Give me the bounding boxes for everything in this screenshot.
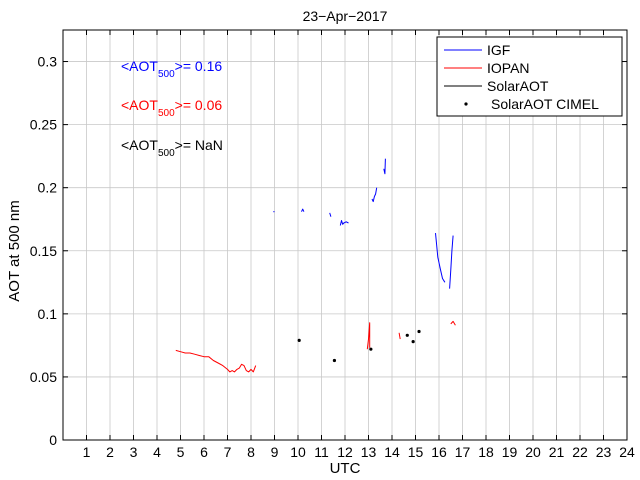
x-tick-label: 13 — [361, 444, 377, 460]
series-igf-line — [301, 208, 305, 212]
series-iopan-line — [450, 320, 456, 326]
ticks: 1 2 3 4 5 6 7 8 9 10 11 12 13 14 15 16 17 18 19 20 21 22 23 240… — [30, 30, 635, 460]
x-tick-label: 18 — [478, 444, 494, 460]
series-igf-line — [371, 187, 378, 203]
x-tick-label: 8 — [247, 444, 255, 460]
annotation-mean-aot: <AOT500>= 0.16 — [121, 58, 222, 80]
series-solaraot-cimel-point — [417, 329, 421, 334]
series-solaraot-cimel-point — [411, 340, 415, 344]
x-tick-label: 15 — [408, 444, 424, 460]
series-igf-line — [435, 233, 446, 283]
series-igf-line — [339, 220, 349, 226]
x-tick-label: 12 — [337, 444, 353, 460]
series-igf-line — [383, 158, 386, 175]
y-tick-label: 0.15 — [30, 243, 57, 259]
y-tick-label: 0.1 — [38, 306, 58, 322]
x-tick-label: 14 — [384, 444, 400, 460]
legend-label-iopan: IOPAN — [487, 60, 530, 76]
x-tick-label: 5 — [177, 444, 185, 460]
series-solaraot-cimel-point — [297, 338, 301, 342]
x-tick-label: 3 — [130, 444, 138, 460]
x-tick-label: 22 — [572, 444, 588, 460]
legend-label-igf: IGF — [487, 42, 510, 58]
x-tick-label: 20 — [525, 444, 541, 460]
chart-title: 23−Apr−2017 — [303, 8, 388, 24]
x-tick-label: 19 — [502, 444, 518, 460]
annotation-mean-aot: <AOT500>= NaN — [121, 137, 223, 159]
x-tick-label: 21 — [549, 444, 565, 460]
y-tick-label: 0.2 — [38, 180, 58, 196]
series-solaraot-cimel-point — [405, 333, 409, 337]
x-tick-label: 1 — [83, 444, 91, 460]
series-iopan-line — [175, 349, 257, 373]
series-iopan-line — [398, 332, 401, 340]
x-tick-label: 7 — [224, 444, 232, 460]
series-igf-line — [449, 235, 454, 289]
y-tick-label: 0 — [49, 432, 57, 448]
x-tick-label: 23 — [596, 444, 612, 460]
x-tick-label: 16 — [431, 444, 447, 460]
y-axis-label: AOT at 500 nm — [6, 200, 23, 301]
y-tick-label: 0.3 — [38, 54, 58, 70]
y-tick-label: 0.05 — [30, 369, 57, 385]
legend-label-solaraot: SolarAOT — [487, 78, 549, 94]
series-iopan-line — [366, 322, 371, 350]
annotations: <AOT500>= 0.16 <AOT500>= 0.06 <AOT500>= Na… — [121, 58, 223, 159]
annotation-mean-aot: <AOT500>= 0.06 — [121, 97, 222, 119]
x-tick-label: 11 — [314, 444, 329, 460]
y-tick-label: 0.25 — [30, 117, 57, 133]
series-solaraot-cimel-point — [369, 347, 373, 351]
x-tick-label: 17 — [455, 444, 471, 460]
plot-area — [175, 158, 456, 373]
x-tick-label: 10 — [290, 444, 306, 460]
x-axis-label: UTC — [330, 460, 361, 477]
x-tick-label: 9 — [271, 444, 279, 460]
x-tick-label: 2 — [106, 444, 114, 460]
x-tick-label: 24 — [619, 444, 635, 460]
x-tick-label: 4 — [153, 444, 161, 460]
series-igf-line — [329, 212, 332, 217]
legend: IGF IOPAN SolarAOT SolarAOT CIMEL — [436, 36, 623, 117]
series-solaraot-cimel-point — [332, 358, 337, 363]
legend-label-solaraot-cimel: SolarAOT CIMEL — [491, 96, 599, 112]
x-tick-label: 6 — [200, 444, 208, 460]
legend-swatch-solaraot-cimel — [464, 102, 468, 106]
